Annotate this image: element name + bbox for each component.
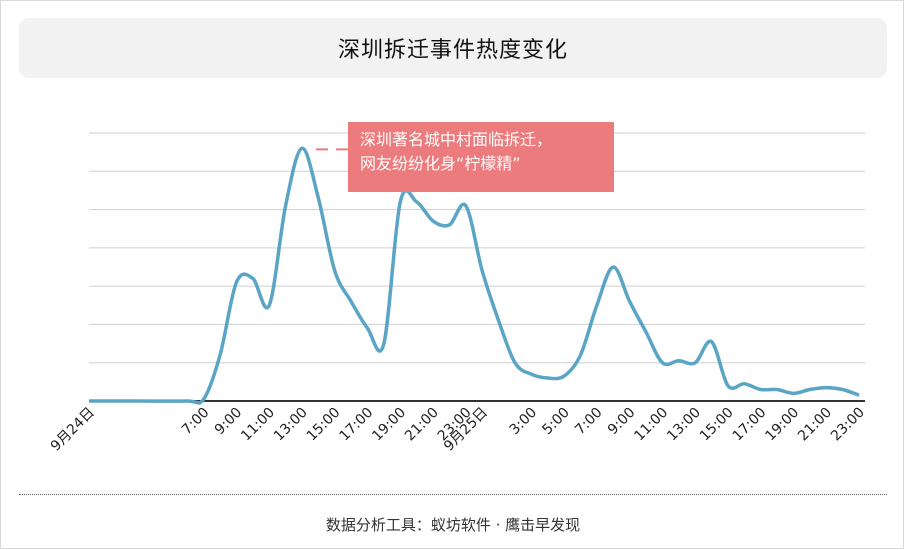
x-tick-label: 11:00 bbox=[238, 405, 278, 445]
annotation-line-1: 深圳著名城中村面临拆迁， bbox=[360, 130, 553, 149]
x-tick-label: 13:00 bbox=[271, 405, 311, 445]
x-tick-label: 9月24日 bbox=[48, 405, 98, 455]
annotation-callout: 深圳著名城中村面临拆迁， 网友纷纷化身“柠檬精” bbox=[348, 122, 614, 192]
x-tick-label: 19:00 bbox=[762, 405, 802, 445]
x-tick-label: 15:00 bbox=[697, 405, 737, 445]
x-tick-label: 3:00 bbox=[507, 405, 541, 439]
chart-title: 深圳拆迁事件热度变化 bbox=[19, 18, 887, 78]
data-source: 数据分析工具：蚁坊软件 · 鹰击早发现 bbox=[325, 516, 581, 534]
x-tick-label: 5:00 bbox=[539, 405, 573, 439]
x-tick-label: 7:00 bbox=[179, 405, 213, 439]
x-tick-label: 15:00 bbox=[304, 405, 344, 445]
x-tick-label: 13:00 bbox=[664, 405, 704, 445]
x-tick-label: 21:00 bbox=[402, 405, 442, 445]
footer-divider bbox=[19, 494, 887, 495]
x-tick-label: 19:00 bbox=[369, 405, 409, 445]
x-tick-label: 17:00 bbox=[730, 405, 770, 445]
annotation-line-2: 网友纷纷化身“柠檬精” bbox=[360, 154, 521, 173]
x-tick-label: 11:00 bbox=[631, 405, 671, 445]
x-tick-label: 7:00 bbox=[572, 405, 606, 439]
x-tick-label: 23:00 bbox=[828, 405, 868, 445]
x-axis-tick-labels: 9月24日 7:00 9:0011:0013:0015:0017:0019:0021… bbox=[48, 405, 868, 455]
x-tick-label: 21:00 bbox=[795, 405, 835, 445]
series-line bbox=[89, 146, 860, 405]
x-tick-label: 17:00 bbox=[336, 405, 376, 445]
